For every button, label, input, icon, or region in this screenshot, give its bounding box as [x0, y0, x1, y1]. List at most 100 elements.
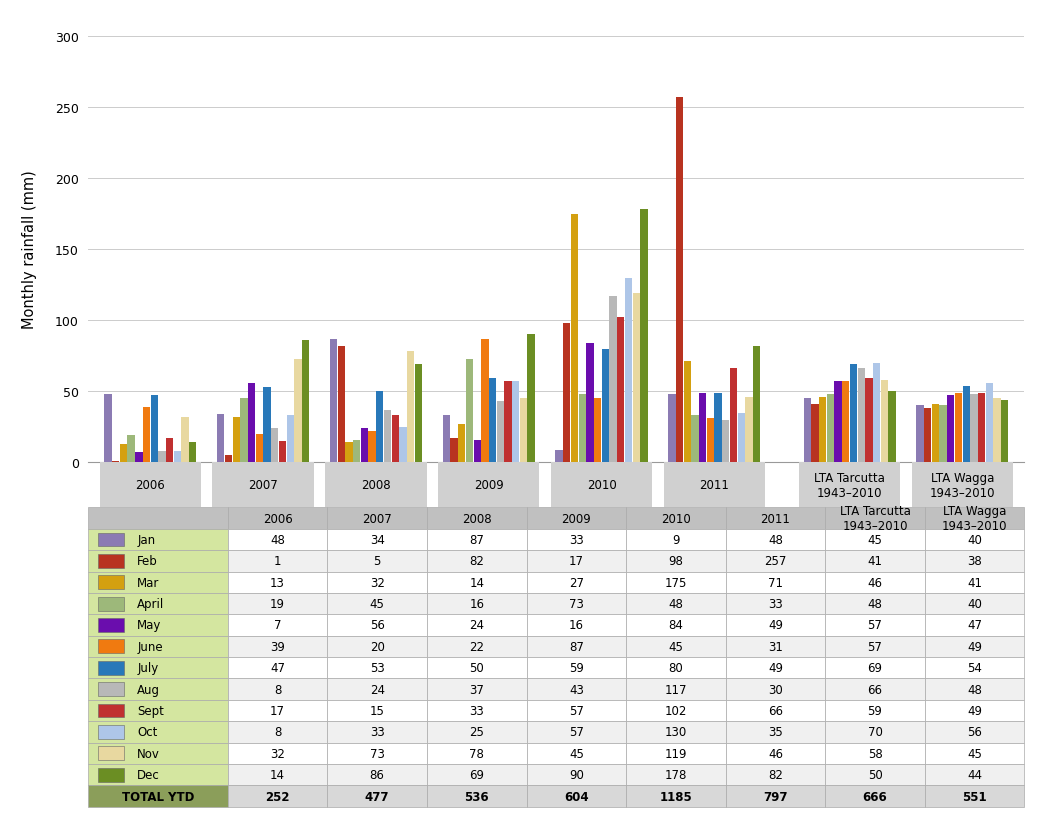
Text: 78: 78 [469, 747, 485, 760]
Text: 41: 41 [867, 554, 883, 568]
Bar [158, 451, 165, 463]
Bar [626, 657, 726, 679]
Bar [279, 441, 286, 463]
Bar [328, 785, 427, 807]
Bar [722, 420, 729, 463]
Bar [804, 399, 811, 463]
Text: 17: 17 [270, 704, 285, 717]
Bar [858, 369, 865, 463]
Bar [427, 722, 526, 743]
Bar [626, 764, 726, 785]
Bar [458, 424, 466, 463]
Bar [726, 572, 826, 593]
Bar [228, 743, 328, 764]
Text: 45: 45 [967, 747, 982, 760]
Text: 16: 16 [469, 597, 485, 610]
Text: May: May [137, 618, 161, 631]
Bar [345, 443, 353, 463]
Text: 39: 39 [270, 640, 285, 653]
Bar [925, 572, 1024, 593]
Bar [746, 397, 753, 463]
Text: 58: 58 [867, 747, 882, 760]
Bar [228, 657, 328, 679]
Text: 2010: 2010 [661, 512, 691, 525]
Bar [865, 379, 873, 463]
Bar [88, 764, 228, 785]
Text: 53: 53 [370, 662, 385, 674]
Bar [328, 636, 427, 657]
Bar [826, 614, 925, 636]
Bar [88, 508, 228, 529]
Bar [328, 679, 427, 700]
Text: 14: 14 [270, 768, 285, 781]
Bar [228, 529, 328, 550]
Text: LTA Wagga
1943–2010: LTA Wagga 1943–2010 [930, 471, 995, 500]
Bar [427, 679, 526, 700]
Text: 57: 57 [867, 640, 883, 653]
Bar [626, 679, 726, 700]
Text: 31: 31 [768, 640, 783, 653]
Text: 24: 24 [369, 683, 385, 696]
Text: 69: 69 [469, 768, 485, 781]
Text: TOTAL YTD: TOTAL YTD [122, 790, 194, 803]
Bar [626, 636, 726, 657]
Bar [98, 618, 124, 632]
Text: 48: 48 [270, 533, 285, 546]
Text: 130: 130 [665, 726, 687, 739]
Bar [415, 364, 422, 463]
Bar [526, 657, 626, 679]
Text: Oct: Oct [137, 726, 158, 739]
Text: 46: 46 [867, 576, 883, 589]
FancyBboxPatch shape [438, 463, 540, 508]
Bar [947, 396, 955, 463]
Bar [842, 382, 850, 463]
Text: 32: 32 [270, 747, 285, 760]
FancyBboxPatch shape [212, 463, 314, 508]
Bar [135, 453, 142, 463]
Text: 1: 1 [274, 554, 282, 568]
Text: 2007: 2007 [249, 479, 278, 491]
Text: 90: 90 [569, 768, 583, 781]
Bar [98, 746, 124, 760]
Bar [228, 614, 328, 636]
Bar [328, 722, 427, 743]
Text: 33: 33 [469, 704, 484, 717]
Text: 59: 59 [867, 704, 883, 717]
Bar [827, 395, 834, 463]
Bar [963, 386, 970, 463]
Text: 73: 73 [569, 597, 583, 610]
Bar [626, 593, 726, 614]
Bar [98, 554, 124, 568]
Text: 87: 87 [569, 640, 583, 653]
Bar [427, 657, 526, 679]
Text: Aug: Aug [137, 683, 160, 696]
Bar [233, 418, 240, 463]
Bar [826, 657, 925, 679]
Bar [555, 450, 563, 463]
Bar [427, 508, 526, 529]
Bar [594, 399, 601, 463]
Text: 2007: 2007 [362, 512, 392, 525]
Bar [826, 529, 925, 550]
Bar [626, 614, 726, 636]
Bar [88, 679, 228, 700]
Text: 27: 27 [569, 576, 583, 589]
Bar [818, 397, 827, 463]
Bar [925, 593, 1024, 614]
Bar [489, 379, 496, 463]
Text: 47: 47 [967, 618, 982, 631]
Bar [361, 428, 368, 463]
Bar [142, 407, 150, 463]
Bar [353, 440, 361, 463]
Bar [826, 743, 925, 764]
Bar [328, 614, 427, 636]
Text: 48: 48 [768, 533, 783, 546]
Bar [526, 614, 626, 636]
Bar [427, 614, 526, 636]
Text: 66: 66 [867, 683, 883, 696]
Text: 1185: 1185 [659, 790, 693, 803]
Bar [328, 743, 427, 764]
Bar [256, 434, 263, 463]
Bar [626, 743, 726, 764]
Bar [526, 636, 626, 657]
